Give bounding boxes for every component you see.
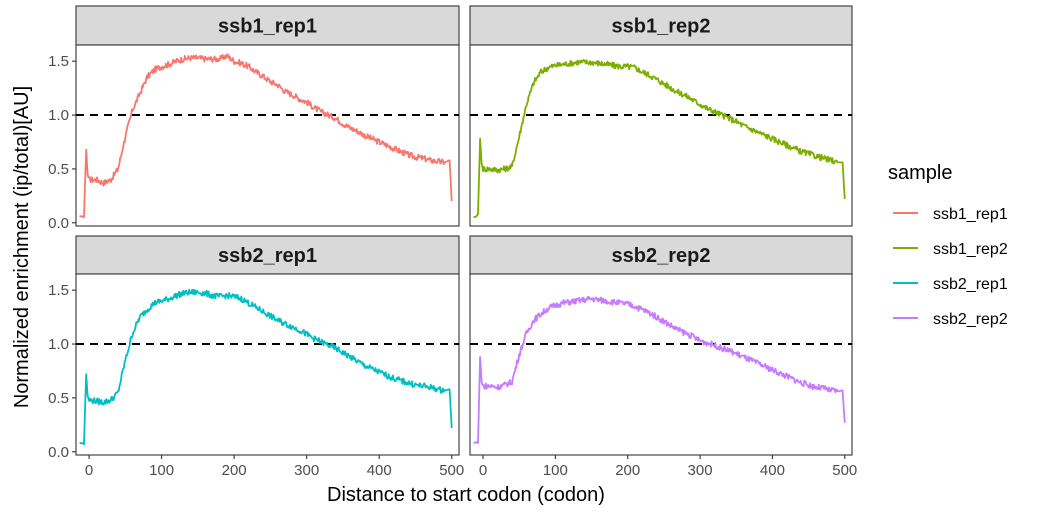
facet-strip-label: ssb1_rep2 <box>612 16 711 38</box>
x-tick-label: 200 <box>615 462 640 479</box>
facet-ssb2_rep2: ssb2_rep2 <box>470 236 852 455</box>
y-tick-label: 0.0 <box>48 444 69 461</box>
y-axis-label: Normalized enrichment (ip/total)[AU] <box>11 86 33 408</box>
legend-title: sample <box>888 162 952 184</box>
facet-panel <box>470 45 852 226</box>
legend-label-ssb2_rep1: ssb2_rep1 <box>933 276 1008 293</box>
x-tick-label: 100 <box>149 462 174 479</box>
y-tick-label: 1.0 <box>48 336 69 353</box>
x-tick-label: 300 <box>294 462 319 479</box>
x-axis-label: Distance to start codon (codon) <box>327 484 605 506</box>
y-tick-label: 0.0 <box>48 215 69 232</box>
facet-strip-label: ssb2_rep2 <box>612 245 711 267</box>
y-tick-label: 0.5 <box>48 161 69 178</box>
facet-strip-label: ssb2_rep1 <box>218 245 317 267</box>
facet-ssb1_rep1: ssb1_rep1 <box>76 6 459 226</box>
y-tick-label: 1.5 <box>48 282 69 299</box>
x-tick-label: 400 <box>760 462 785 479</box>
x-tick-label: 400 <box>367 462 392 479</box>
x-tick-label: 100 <box>543 462 568 479</box>
facet-panel <box>76 45 459 226</box>
facet-panel <box>76 274 459 455</box>
legend-label-ssb2_rep2: ssb2_rep2 <box>933 311 1008 328</box>
facet-panel <box>470 274 852 455</box>
y-tick-label: 0.5 <box>48 390 69 407</box>
y-tick-label: 1.5 <box>48 53 69 70</box>
x-tick-label: 0 <box>85 462 93 479</box>
y-tick-label: 1.0 <box>48 107 69 124</box>
x-tick-label: 500 <box>832 462 857 479</box>
x-tick-label: 0 <box>479 462 487 479</box>
x-tick-label: 200 <box>222 462 247 479</box>
legend-label-ssb1_rep1: ssb1_rep1 <box>933 206 1008 223</box>
faceted-line-chart: ssb1_rep1 ssb1_rep2 ssb2_rep1 ssb2_rep2 0.0… <box>0 0 1041 514</box>
facet-ssb1_rep2: ssb1_rep2 <box>470 6 852 226</box>
facet-strip-label: ssb1_rep1 <box>218 16 317 38</box>
legend: sample ssb1_rep1 ssb1_rep2 ssb2_rep1 ssb2_r… <box>888 162 1008 328</box>
legend-label-ssb1_rep2: ssb1_rep2 <box>933 241 1008 258</box>
x-tick-label: 500 <box>439 462 464 479</box>
facet-ssb2_rep1: ssb2_rep1 <box>76 236 459 455</box>
x-tick-label: 300 <box>688 462 713 479</box>
